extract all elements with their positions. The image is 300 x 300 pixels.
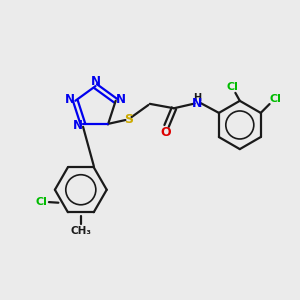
Text: H: H: [194, 93, 202, 103]
Text: O: O: [160, 126, 171, 139]
Text: Cl: Cl: [35, 197, 47, 207]
Text: S: S: [124, 113, 133, 126]
Text: N: N: [116, 93, 126, 106]
Text: N: N: [65, 93, 75, 106]
Text: Cl: Cl: [269, 94, 281, 104]
Text: N: N: [91, 75, 100, 88]
Text: N: N: [73, 119, 83, 132]
Text: CH₃: CH₃: [70, 226, 91, 236]
Text: Cl: Cl: [226, 82, 238, 92]
Text: N: N: [192, 97, 203, 110]
